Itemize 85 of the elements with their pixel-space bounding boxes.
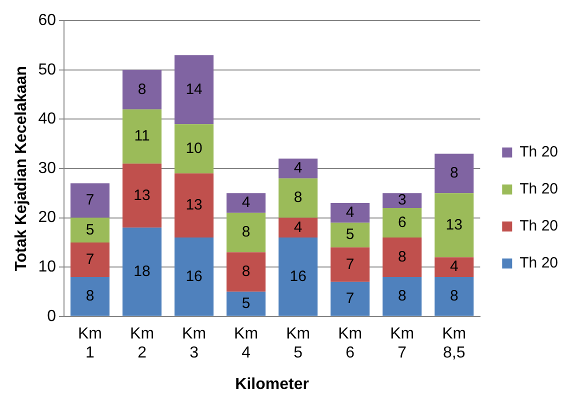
data-label: 8 [294,189,302,206]
bar [174,173,214,238]
bar [434,257,474,277]
data-label: 4 [294,218,302,236]
y-tick-label: 0 [47,308,56,325]
data-label: 7 [86,192,94,209]
bar [226,212,266,252]
y-tick-label: 20 [38,209,56,226]
data-label: 11 [134,128,150,145]
bar [382,276,422,316]
legend-label: Th 20 [520,218,558,235]
y-tick-label: 10 [38,258,56,276]
data-label: 8 [450,164,458,182]
y-tick-label: 60 [38,12,56,30]
data-label: 5 [346,226,354,244]
data-label: 5 [242,294,250,312]
bar [434,193,474,258]
data-label: 8 [398,288,406,305]
data-label: 13 [446,216,462,234]
bar [70,183,110,218]
bar [70,242,110,277]
y-tick-label: 30 [38,160,56,177]
x-tick-label: Km 7 [390,325,414,362]
x-tick-label: Km 4 [234,325,258,362]
legend-label: Th 20 [520,180,558,198]
data-label: 18 [134,262,150,280]
data-label: 6 [398,214,406,231]
x-axis-title: Kilometer [235,376,309,393]
legend-label: Th 20 [520,254,558,272]
bar [226,193,266,213]
legend-label: Th 20 [520,144,558,161]
data-label: 4 [242,194,250,212]
data-label: 3 [398,192,406,209]
data-label: 14 [186,80,202,98]
bar [226,292,266,316]
bar [70,276,110,316]
bar [174,55,214,124]
x-tick-label: Km 3 [182,325,206,362]
y-tick-label: 40 [38,110,56,128]
bar [330,282,370,316]
bar [330,247,370,282]
data-label: 8 [138,80,146,98]
bar [330,203,370,223]
x-tick-label: Km 5 [286,325,310,362]
data-label: 8 [242,224,250,241]
bar [278,178,318,218]
data-label: 4 [294,160,302,177]
bar [226,252,266,292]
bar [122,164,162,228]
data-label: 7 [86,250,94,268]
data-label: 13 [134,186,150,204]
data-label: 7 [346,290,354,308]
data-label: 4 [450,258,458,276]
data-label: 4 [346,204,354,222]
x-tick-label: Km 8,5 [442,325,466,362]
bar [174,238,214,316]
bar [278,158,318,178]
x-tick-label: Km 1 [78,325,102,362]
y-axis-title: Totak Kejadian Kecelakaan [13,66,30,272]
bar [434,154,474,194]
bar [382,193,422,208]
bar [382,208,422,238]
data-label: 13 [186,196,202,214]
data-label: 8 [242,263,250,280]
data-label: 8 [450,288,458,305]
bar [122,109,162,164]
data-label: 16 [186,268,202,285]
bar [122,70,162,110]
bar [174,124,214,174]
bar [122,228,162,316]
data-label: 8 [398,248,406,266]
data-label: 8 [86,288,94,305]
bar [434,276,474,316]
data-label: 7 [346,256,354,273]
data-label: 16 [290,268,306,285]
bar [70,218,110,242]
bar [382,238,422,277]
bar [278,218,318,238]
bar [330,222,370,248]
data-label: 10 [186,140,202,157]
x-tick-label: Km 2 [130,325,154,362]
bar [278,238,318,316]
y-tick-label: 50 [38,61,56,78]
data-label: 5 [86,221,94,238]
x-tick-label: Km 6 [338,325,362,362]
